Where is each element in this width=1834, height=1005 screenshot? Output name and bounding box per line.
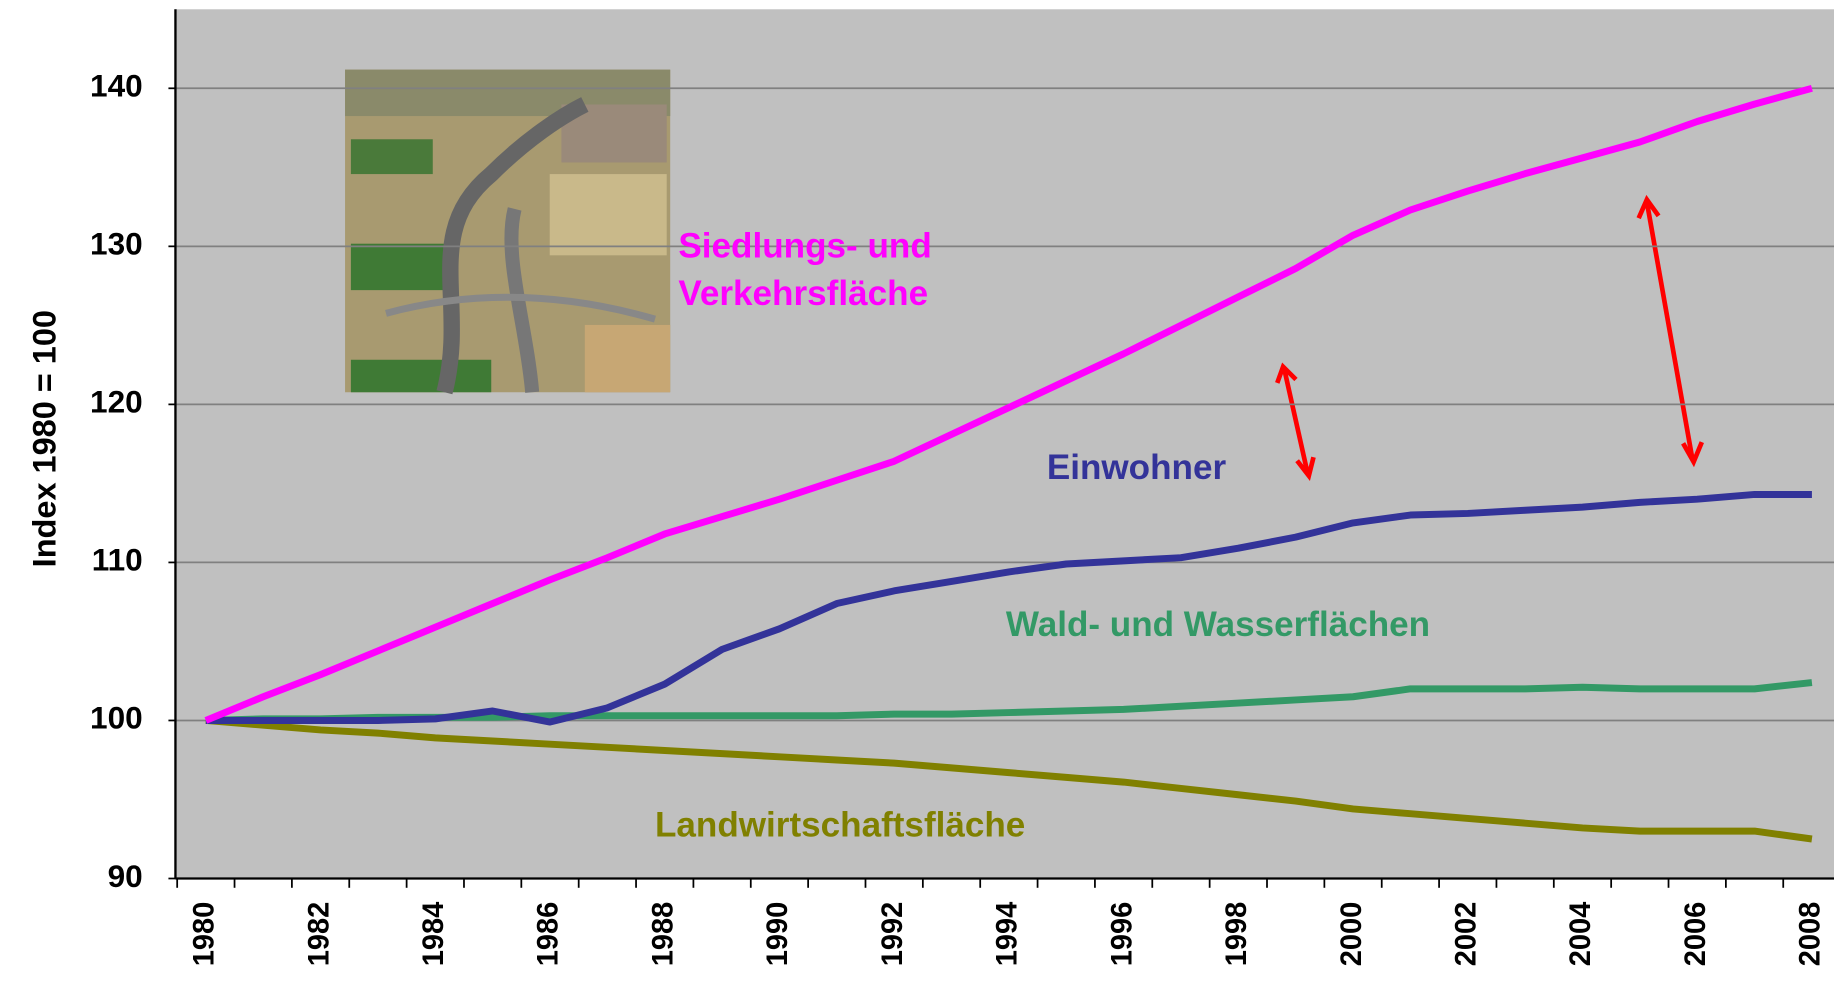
chart: Index 1980 = 100 90 100 110 120 130 140 1980 19… bbox=[0, 0, 1834, 1005]
x-tick-label: 1980 bbox=[188, 902, 220, 967]
x-tick-label: 2006 bbox=[1680, 902, 1712, 967]
series-label-box: Siedlungs- und Verkehrsfläche bbox=[678, 223, 994, 327]
x-tick-label: 1990 bbox=[762, 902, 794, 967]
x-tick-label: 2008 bbox=[1795, 902, 1827, 967]
y-tick-label: 120 bbox=[90, 385, 143, 420]
photo bbox=[345, 70, 670, 393]
x-tick-label: 2002 bbox=[1450, 902, 1482, 967]
x-tick-label: 1986 bbox=[533, 902, 565, 967]
x-tick-label: 2004 bbox=[1565, 901, 1597, 966]
series-label: Einwohner bbox=[1047, 448, 1227, 487]
y-tick-label: 110 bbox=[92, 543, 143, 578]
y-tick-label: 90 bbox=[108, 859, 143, 894]
y-tick-label: 100 bbox=[90, 701, 143, 736]
y-tick-label: 140 bbox=[90, 69, 143, 104]
x-tick-label: 1994 bbox=[992, 901, 1024, 966]
x-tick-label: 1988 bbox=[647, 902, 679, 967]
page: Index 1980 = 100 90 100 110 120 130 140 1980 19… bbox=[0, 0, 1834, 1005]
y-axis-label: Index 1980 = 100 bbox=[25, 310, 62, 567]
x-tick-label: 2000 bbox=[1336, 902, 1368, 967]
x-tick-label: 1998 bbox=[1221, 902, 1253, 967]
x-tick-label: 1992 bbox=[877, 902, 909, 967]
x-tick-label: 1996 bbox=[1106, 902, 1138, 967]
series-label: Wald- und Wasserflächen bbox=[1006, 605, 1430, 644]
x-tick-label: 1982 bbox=[303, 902, 335, 967]
series-label: Siedlungs- und Verkehrsfläche bbox=[678, 223, 970, 318]
y-tick-label: 130 bbox=[90, 227, 143, 262]
series-label: Landwirtschaftsfläche bbox=[655, 806, 1025, 845]
x-tick-label: 1984 bbox=[418, 901, 450, 966]
